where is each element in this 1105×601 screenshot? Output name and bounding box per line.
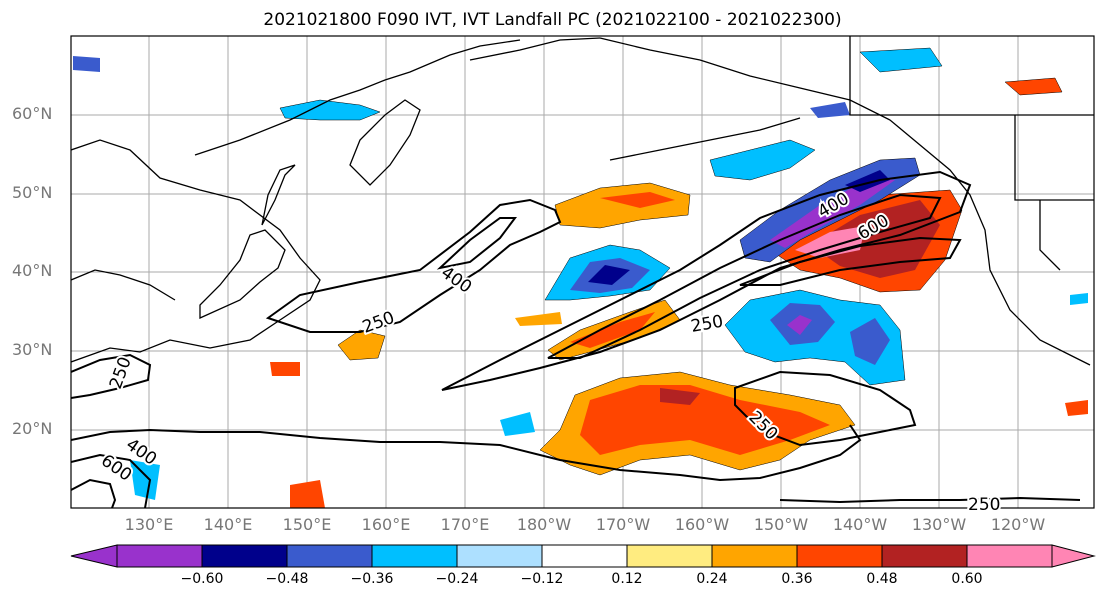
lon-label: 150°E (282, 515, 332, 534)
lon-label: 180°W (516, 515, 572, 534)
colorbar-segment (541, 544, 628, 568)
lon-label: 140°W (832, 515, 888, 534)
colorbar-segment (626, 544, 713, 568)
lon-label: 120°W (990, 515, 1046, 534)
colorbar-tick-label: −0.12 (520, 571, 564, 587)
colorbar-tick-label: 0.24 (696, 571, 728, 587)
colorbar-segment (966, 544, 1053, 568)
colorbar-segment (371, 544, 458, 568)
lon-label: 160°E (361, 515, 411, 534)
colorbar-tick-label: −0.36 (350, 571, 394, 587)
lat-label: 50°N (12, 183, 53, 202)
colorbar-tick-label: 0.60 (951, 571, 983, 587)
contour-label: 250 (968, 495, 1000, 515)
coastlines (71, 36, 1094, 366)
colorbar-tick-label: 0.12 (611, 571, 643, 587)
lat-label: 60°N (12, 104, 53, 123)
colorbar-segment (711, 544, 798, 568)
lat-label: 30°N (12, 340, 53, 359)
lon-label: 150°W (753, 515, 809, 534)
colorbar-segment (881, 544, 968, 568)
map-title: 2021021800 F090 IVT, IVT Landfall PC (20… (263, 10, 842, 30)
colorbar-extend-low (70, 544, 118, 568)
colorbar-tick-label: 0.36 (781, 571, 813, 587)
colorbar-segment (796, 544, 883, 568)
colorbar-extend-high (1051, 544, 1096, 568)
colorbar-tick-label: −0.60 (180, 571, 224, 587)
lon-label: 130°W (911, 515, 967, 534)
lon-label: 170°E (440, 515, 490, 534)
ivt-contours (71, 170, 1081, 508)
lon-label: 140°E (203, 515, 253, 534)
colorbar (70, 544, 1096, 568)
colorbar-segment (286, 544, 373, 568)
colorbar-tick-label: 0.48 (866, 571, 898, 587)
colorbar-segment (201, 544, 288, 568)
lat-label: 40°N (12, 261, 53, 280)
lon-label: 160°W (674, 515, 730, 534)
lat-label: 20°N (12, 419, 53, 438)
colorbar-segment (116, 544, 203, 568)
lon-label: 130°E (124, 515, 174, 534)
positive-ivt-features (270, 77, 1088, 508)
colorbar-tick-label: −0.24 (435, 571, 479, 587)
colorbar-tick-label: −0.48 (265, 571, 309, 587)
lon-label: 170°W (595, 515, 651, 534)
colorbar-segment (456, 544, 543, 568)
